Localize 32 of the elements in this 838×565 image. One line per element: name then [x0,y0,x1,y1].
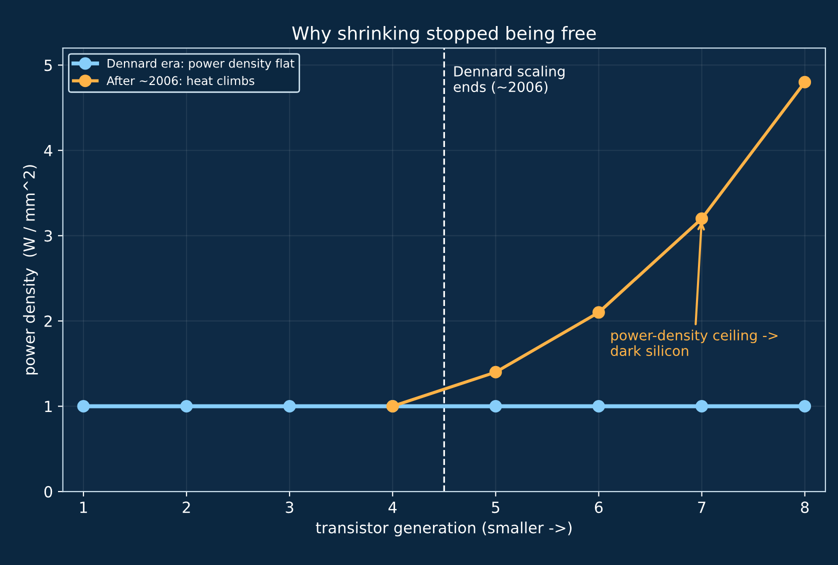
annotation: power-density ceiling -> dark silicon [610,330,778,356]
point [283,400,296,413]
y-tick-label: 1 [45,400,52,412]
point [592,400,605,413]
x-tick-label: 1 [80,502,87,513]
legend-label: After ~2006: heat climbs [106,76,254,86]
chart-title: Why shrinking stopped being free [292,26,596,44]
ref-line-label: Dennard scaling ends (~2006) [454,66,564,94]
x-tick-label: 3 [286,502,294,514]
y-tick-label: 5 [44,60,52,72]
point [696,212,708,225]
point [77,400,90,413]
y-axis-title: power density (W / mm^2) [23,165,38,374]
x-axis-title: transistor generation (smaller ->) [316,522,572,536]
y-tick-label: 3 [44,230,52,242]
x-tick-label: 4 [388,502,397,513]
point [798,400,812,413]
point [489,400,502,413]
point [592,306,605,319]
y-tick-label: 2 [44,315,52,327]
x-tick-label: 6 [594,502,603,514]
x-tick-label: 7 [698,502,706,513]
point [798,76,812,88]
y-tick-label: 4 [44,145,52,156]
x-tick-label: 2 [182,502,190,513]
point [489,366,502,378]
y-tick-label: 0 [44,486,52,498]
x-tick-label: 5 [492,502,500,514]
legend-label: Dennard era: power density flat [108,58,294,70]
x-tick-label: 8 [800,502,809,514]
point [696,400,708,413]
point [180,400,193,413]
